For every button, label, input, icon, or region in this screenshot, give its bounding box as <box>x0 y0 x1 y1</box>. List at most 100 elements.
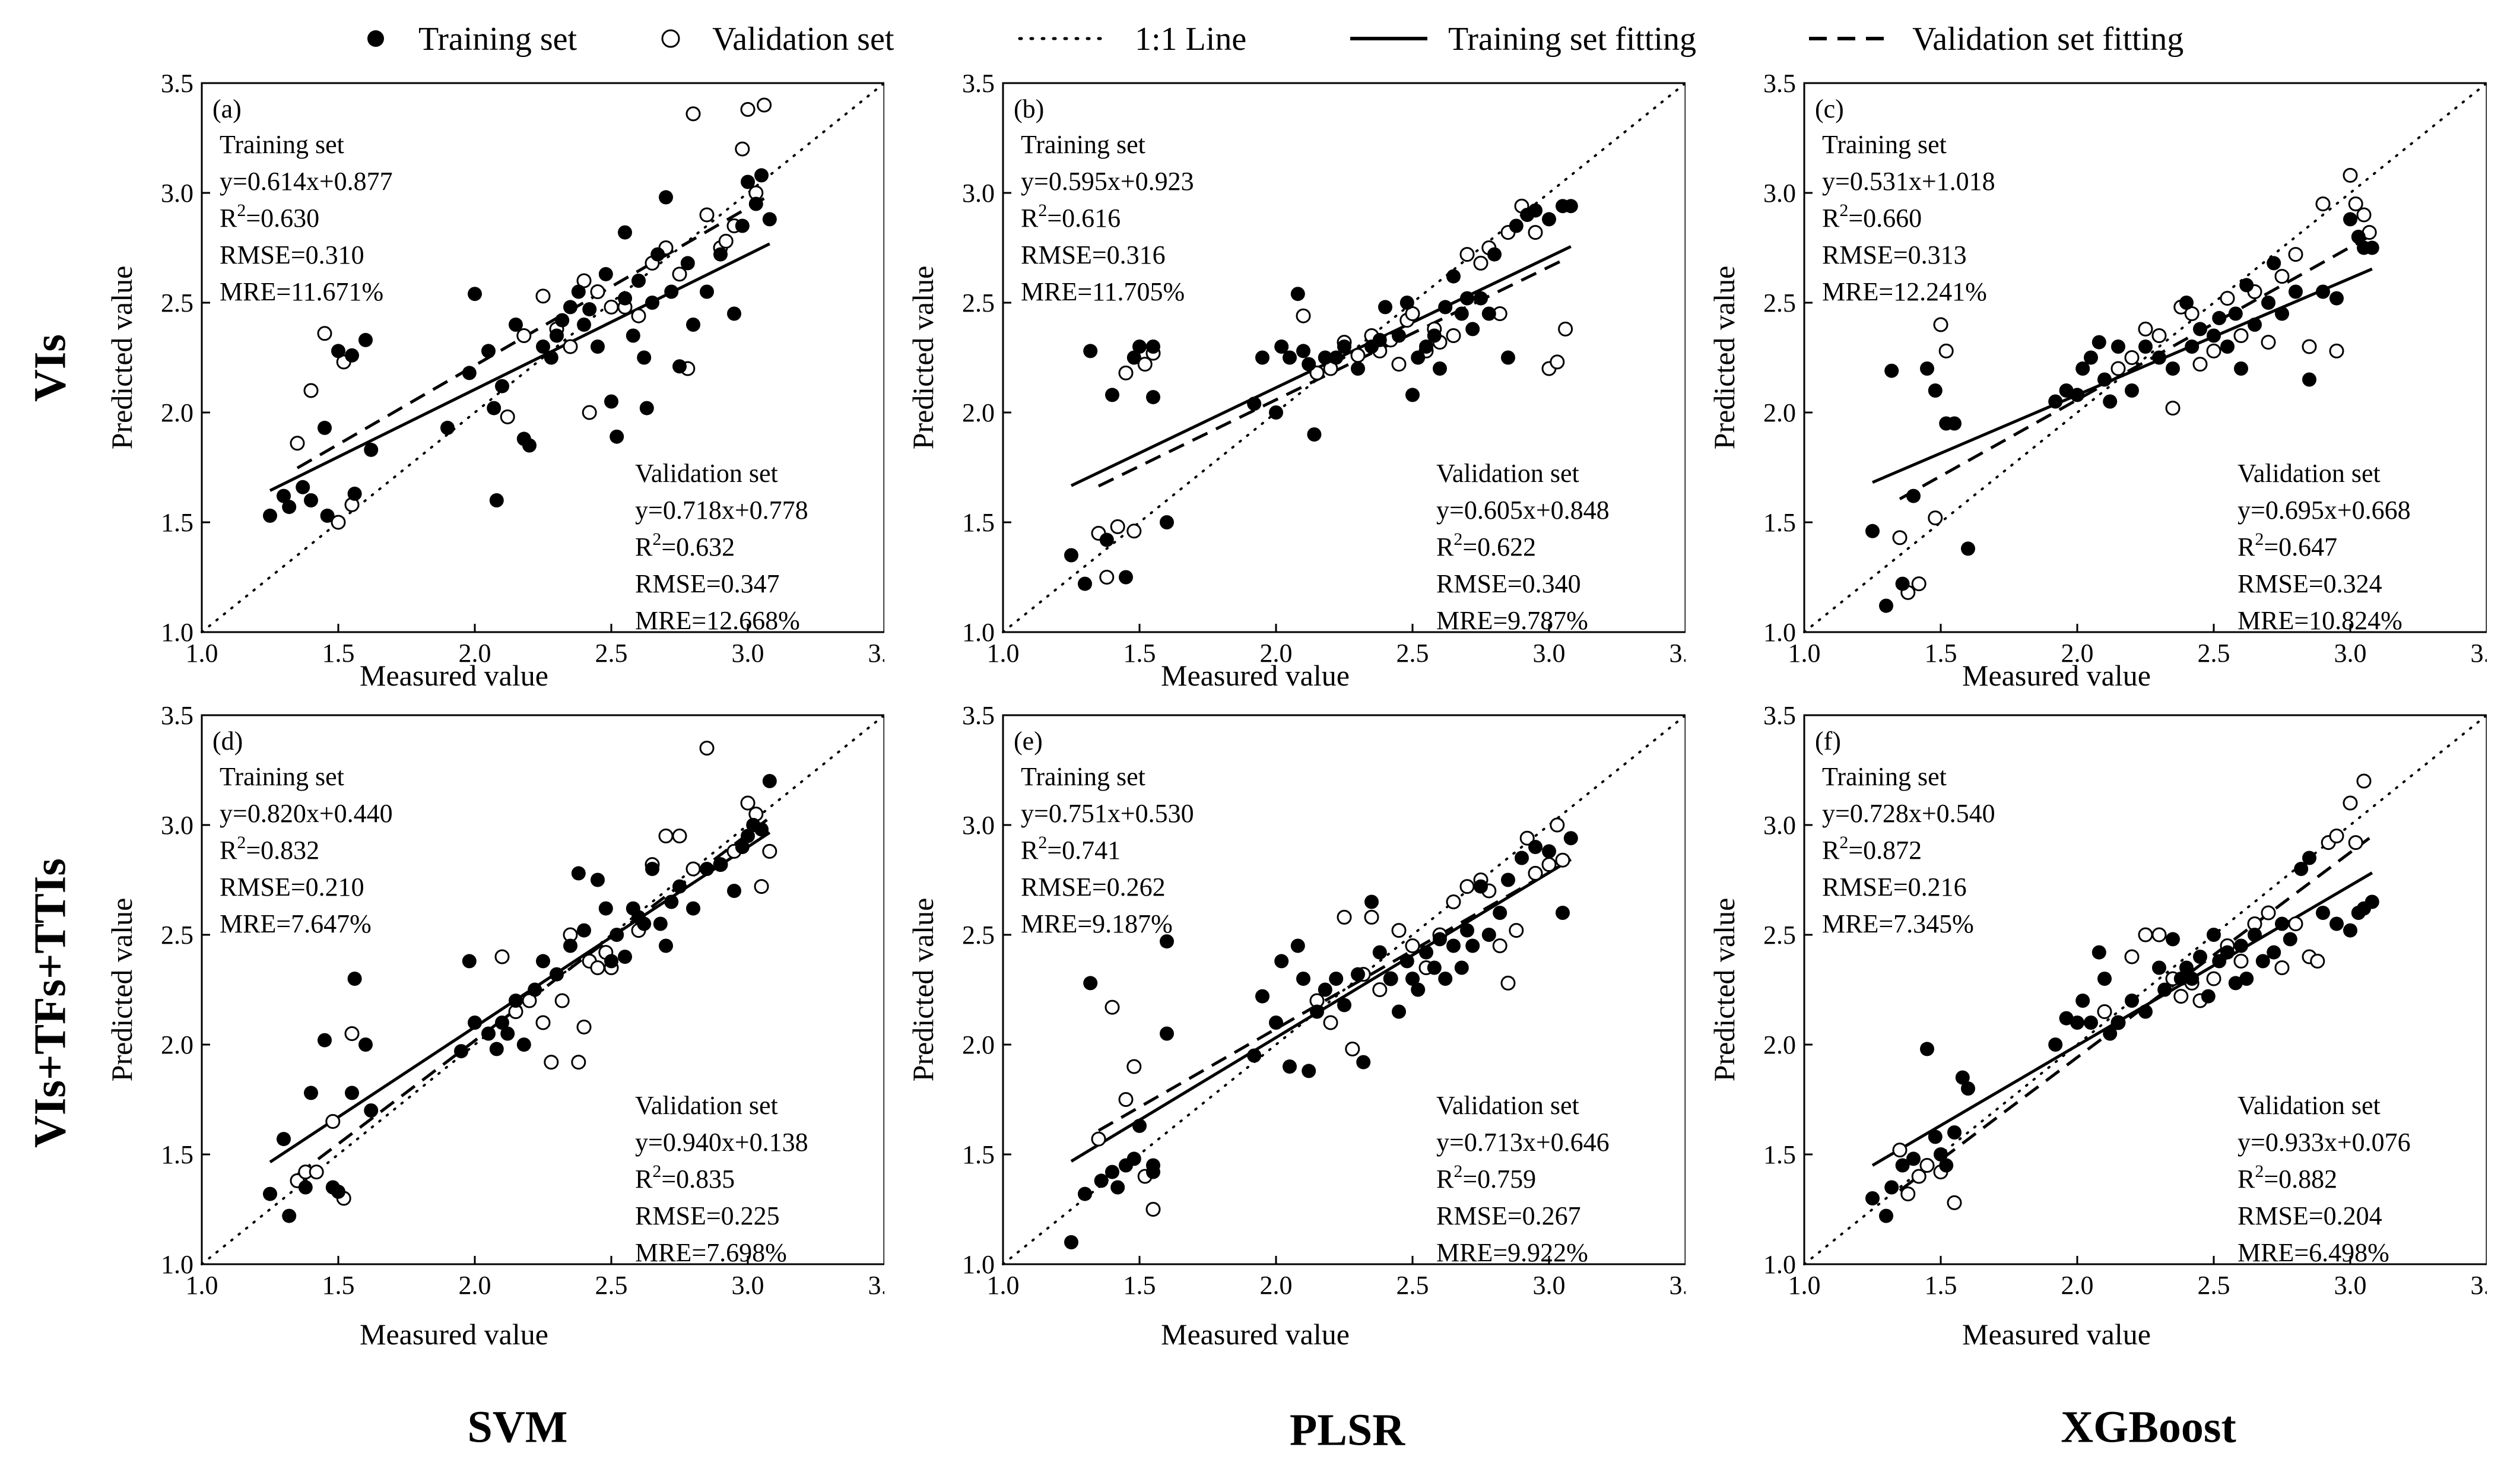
validation-stat: RMSE=0.347 <box>635 569 780 598</box>
validation-point <box>1126 523 1142 539</box>
validation-point <box>1459 879 1475 894</box>
training-point <box>2255 954 2270 969</box>
training-point <box>1274 954 1289 969</box>
legend-training-label: Training set <box>418 21 577 58</box>
training-point <box>1465 938 1480 953</box>
training-stat: Training set <box>1021 130 1145 159</box>
validation-point <box>754 879 769 894</box>
validation-point <box>1509 923 1524 938</box>
x-tick-label: 3.0 <box>732 639 764 668</box>
training-stat: R2=0.630 <box>220 201 319 233</box>
training-point <box>2059 1011 2074 1026</box>
validation-point <box>1550 354 1565 370</box>
y-tick-label: 2.0 <box>161 1030 193 1059</box>
validation-point <box>563 339 578 354</box>
training-point <box>1296 972 1310 986</box>
training-point <box>2166 932 2180 947</box>
training-point <box>680 256 695 271</box>
training-point <box>645 862 659 876</box>
training-point <box>1879 1208 1893 1223</box>
training-point <box>1160 515 1174 529</box>
validation-point <box>1519 830 1535 846</box>
training-point <box>1302 1064 1316 1078</box>
validation-point <box>2192 357 2208 372</box>
training-point <box>2173 972 2188 986</box>
validation-stat: Validation set <box>2237 459 2381 488</box>
training-point <box>2075 361 2090 376</box>
training-point <box>2048 394 2063 409</box>
y-axis-label: Predicted value <box>105 898 138 1082</box>
validation-point <box>1137 357 1153 372</box>
training-point <box>1146 339 1160 354</box>
validation-fit-line <box>1899 235 2370 500</box>
y-tick-label: 3.5 <box>161 69 193 98</box>
training-point <box>650 247 665 262</box>
training-point <box>1427 328 1442 343</box>
validation-point <box>1911 576 1927 592</box>
training-point <box>304 493 318 507</box>
training-point <box>1126 350 1141 365</box>
y-tick-label: 2.5 <box>161 288 193 318</box>
training-point <box>610 429 624 444</box>
training-point <box>1392 328 1406 343</box>
validation-point <box>604 299 619 315</box>
training-stat: Training set <box>1822 130 1947 159</box>
validation-stat: MRE=6.498% <box>2237 1238 2389 1267</box>
training-fit-line <box>1872 267 2373 484</box>
training-point <box>2111 339 2125 354</box>
training-point <box>555 313 570 328</box>
validation-point <box>2220 291 2235 306</box>
x-tick-label: 1.0 <box>1788 639 1821 668</box>
y-tick-label: 2.0 <box>161 398 193 427</box>
y-tick-label: 1.5 <box>1763 508 1796 537</box>
training-stat: RMSE=0.210 <box>220 872 364 902</box>
training-point <box>582 302 597 317</box>
training-point <box>1411 982 1426 997</box>
column-label-svm: SVM <box>467 1402 568 1452</box>
training-point <box>1078 1186 1092 1201</box>
training-point <box>2316 284 2330 299</box>
training-point <box>277 488 291 503</box>
x-tick-label: 3.5 <box>1670 639 1686 668</box>
training-stat: y=0.820x+0.440 <box>220 799 393 828</box>
training-point <box>2103 1026 2118 1041</box>
training-point <box>577 318 591 332</box>
x-axis-label: Measured value <box>360 1318 548 1351</box>
validation-stat: MRE=12.668% <box>635 606 800 635</box>
validation-point <box>500 409 515 424</box>
training-point <box>2103 394 2118 409</box>
training-point <box>345 1086 359 1100</box>
validation-point <box>1473 255 1488 271</box>
training-point <box>2097 972 2112 986</box>
training-point <box>1939 1158 1954 1173</box>
training-point <box>1132 1118 1147 1133</box>
training-point <box>563 938 577 953</box>
validation-point <box>1459 247 1475 262</box>
training-point <box>626 328 640 343</box>
validation-point <box>1911 1169 1927 1184</box>
training-point <box>1351 967 1365 982</box>
training-point <box>2084 350 2098 365</box>
x-tick-label: 3.5 <box>2471 1271 2487 1300</box>
training-point <box>1454 960 1469 975</box>
training-point <box>571 284 586 299</box>
training-point <box>664 284 679 299</box>
training-point <box>2248 318 2262 332</box>
y-tick-label: 2.5 <box>962 288 995 318</box>
validation-point <box>2233 953 2249 969</box>
training-point <box>318 1033 332 1048</box>
training-point <box>1337 998 1351 1013</box>
training-stat: R2=0.872 <box>1822 833 1922 865</box>
legend: Training set Validation set 1:1 Line Tra… <box>367 21 2183 58</box>
training-point <box>1307 427 1322 442</box>
x-tick-label: 1.5 <box>322 1271 355 1300</box>
validation-point <box>2138 927 2153 943</box>
x-tick-label: 3.5 <box>2471 639 2487 668</box>
plot-frame <box>1002 714 1686 1265</box>
validation-point <box>544 1055 559 1070</box>
validation-point <box>1323 1015 1338 1030</box>
validation-point <box>535 1015 551 1030</box>
legend-training-marker <box>367 30 384 47</box>
y-tick-label: 1.0 <box>1763 1250 1796 1279</box>
validation-point <box>2124 949 2140 964</box>
